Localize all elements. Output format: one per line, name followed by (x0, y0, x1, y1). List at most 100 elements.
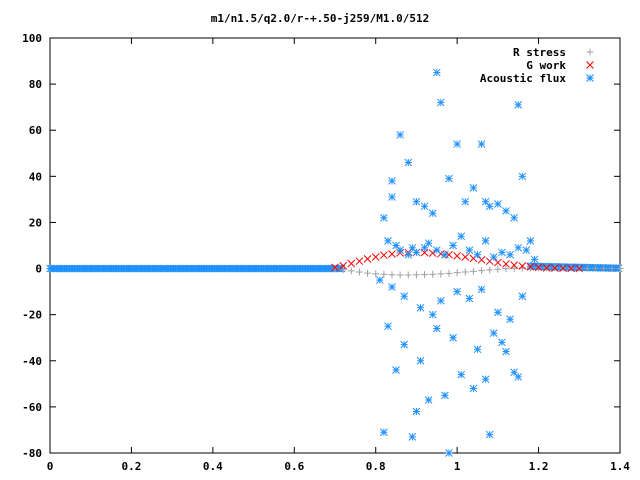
acoustic-flux-point (441, 250, 449, 259)
y-tick-label: -60 (22, 401, 42, 414)
legend-label: Acoustic flux (480, 72, 566, 85)
acoustic-flux-point (514, 101, 523, 109)
g-work-point (559, 264, 567, 273)
legend-label: G work (526, 59, 566, 72)
acoustic-flux-point (502, 347, 510, 356)
acoustic-flux-point (506, 315, 514, 324)
r-stress-point (526, 264, 534, 272)
g-work-point (534, 263, 543, 272)
acoustic-flux-point (428, 209, 437, 218)
acoustic-flux-point (457, 370, 466, 379)
acoustic-flux-point (375, 276, 384, 284)
x-tick-label: 0.8 (366, 460, 386, 473)
g-work-point (347, 259, 356, 268)
acoustic-flux-point (530, 255, 539, 264)
chart-title: m1/n1.5/q2.0/r-+.50-j259/M1.0/512 (211, 12, 430, 25)
r-stress-point (347, 267, 355, 275)
acoustic-flux-point (384, 322, 392, 331)
r-stress-point (608, 264, 616, 272)
acoustic-flux-point (453, 287, 461, 296)
g-work-point (542, 264, 551, 272)
acoustic-flux-point (432, 68, 441, 77)
r-stress-point (478, 267, 486, 275)
r-stress-point (355, 268, 363, 276)
g-work-point (494, 258, 502, 267)
acoustic-flux-point (489, 253, 498, 261)
g-work-point (339, 261, 347, 270)
plot-frame (49, 37, 621, 454)
g-work-point (567, 264, 575, 273)
g-work-point (453, 252, 461, 260)
r-stress-point (380, 270, 388, 278)
acoustic-flux-point (396, 246, 404, 254)
acoustic-flux-point (489, 329, 498, 337)
acoustic-flux-point (477, 140, 486, 148)
y-tick-label: 80 (29, 78, 42, 91)
r-stress-point (421, 271, 429, 279)
x-tick-label: 1 (454, 460, 461, 473)
g-work-point (380, 251, 388, 260)
acoustic-flux-point (502, 207, 510, 215)
acoustic-flux-point (506, 250, 514, 259)
acoustic-flux-point (518, 172, 527, 181)
r-stress-point (404, 271, 412, 279)
legend-marker (586, 61, 594, 69)
acoustic-flux-point (437, 98, 445, 107)
series-acoustic-flux (375, 68, 539, 457)
g-work-point (526, 262, 535, 271)
g-work-point (363, 255, 372, 263)
acoustic-flux-point (404, 250, 413, 259)
acoustic-flux-point (481, 237, 490, 245)
acoustic-flux-point (380, 428, 388, 437)
y-tick-label: 0 (35, 263, 42, 276)
acoustic-flux-point (416, 356, 425, 365)
r-stress-point (445, 269, 453, 277)
r-stress-point (469, 267, 477, 275)
series-r-stress (331, 264, 624, 279)
series-layer (46, 68, 624, 457)
acoustic-flux-point (518, 292, 527, 301)
acoustic-flux-point (473, 250, 482, 259)
acoustic-flux-point (457, 232, 466, 241)
r-stress-point (616, 265, 624, 273)
acoustic-flux-point (481, 375, 490, 384)
x-tick-label: 1.2 (529, 460, 549, 473)
acoustic-flux-point (445, 174, 453, 183)
acoustic-flux-point (416, 303, 425, 312)
plot-axes: 0 0.2 0.4 0.6 0.8 1 1.2 1.4 -80 -60 -40 -20 0 20 40 60 8… (22, 32, 630, 473)
r-stress-point (486, 266, 494, 274)
g-work-point (331, 263, 339, 272)
acoustic-flux-point (388, 177, 396, 185)
g-work-point (551, 264, 559, 272)
r-stress-point (412, 271, 420, 279)
r-stress-point (502, 265, 510, 273)
r-stress-point (592, 264, 600, 272)
y-tick-label: 60 (29, 124, 42, 137)
acoustic-flux-point (380, 213, 388, 222)
y-tick-label: -80 (22, 447, 42, 460)
y-tick-label: 40 (29, 170, 42, 183)
r-stress-point (372, 270, 380, 278)
r-stress-point (437, 270, 445, 278)
acoustic-flux-point (400, 292, 409, 301)
x-tick-label: 1.4 (610, 460, 630, 473)
g-work-point (477, 255, 486, 264)
acoustic-flux-point (477, 285, 486, 294)
acoustic-flux-point (473, 345, 482, 354)
g-work-point (355, 257, 364, 266)
legend-marker (586, 48, 594, 56)
acoustic-flux-point (498, 248, 506, 257)
acoustic-flux-point (432, 324, 441, 333)
acoustic-flux-point (412, 407, 421, 416)
acoustic-flux-point (441, 391, 449, 400)
acoustic-flux-point (432, 246, 441, 254)
acoustic-flux-point (424, 239, 433, 248)
acoustic-flux-point (408, 433, 417, 441)
r-stress-point (429, 270, 437, 278)
r-stress-point (583, 264, 591, 272)
acoustic-flux-point (498, 338, 506, 347)
acoustic-flux-point (412, 197, 421, 206)
g-work-point (428, 249, 437, 257)
